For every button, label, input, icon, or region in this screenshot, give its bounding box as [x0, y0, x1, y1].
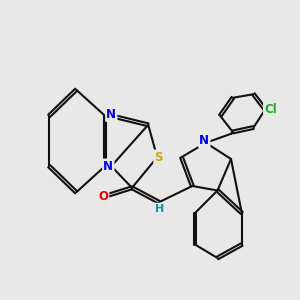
Text: N: N: [106, 108, 116, 121]
Text: N: N: [199, 134, 209, 147]
Text: S: S: [154, 151, 163, 164]
Text: O: O: [98, 190, 108, 203]
Text: H: H: [155, 204, 164, 214]
Text: N: N: [103, 160, 113, 173]
Text: Cl: Cl: [264, 103, 277, 116]
